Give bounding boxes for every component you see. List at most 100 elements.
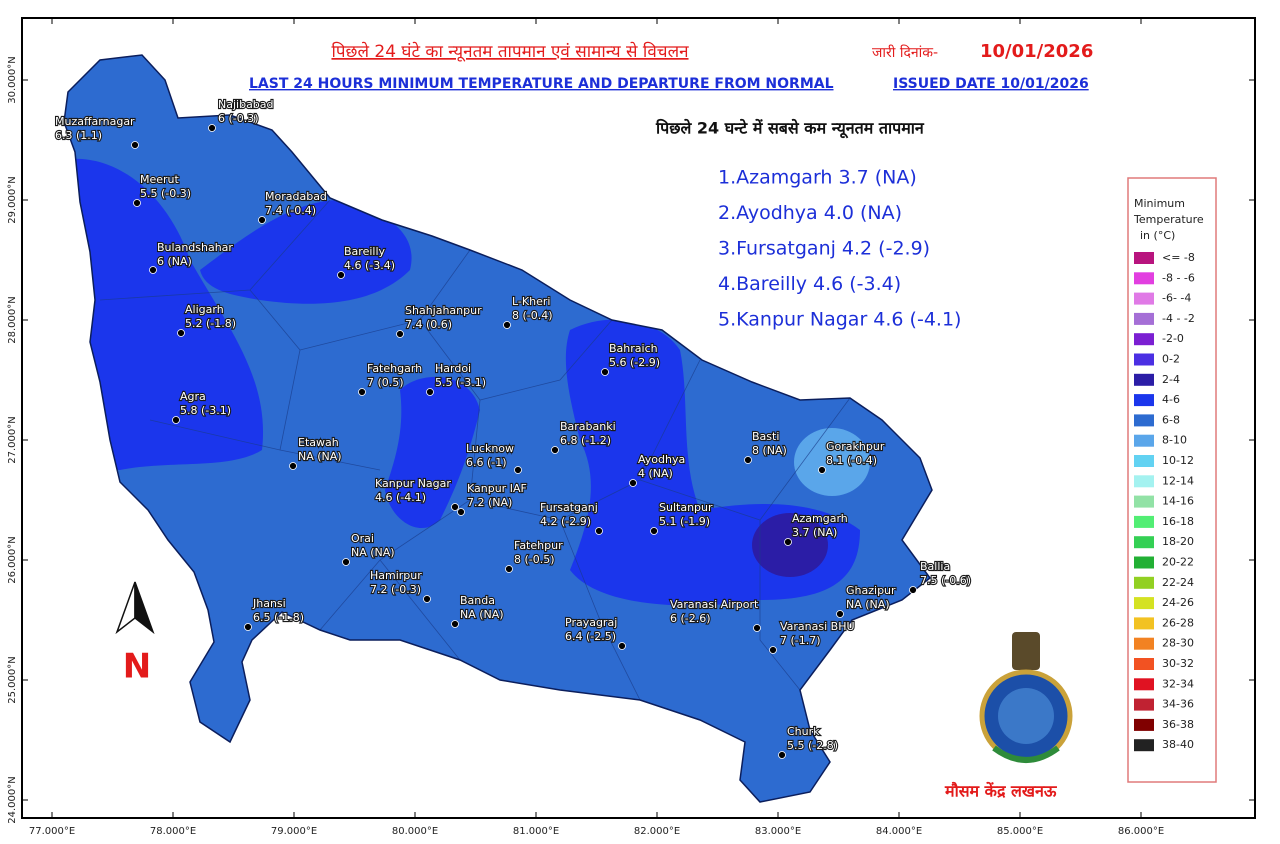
station-value: 7.2 (NA) — [467, 496, 512, 509]
legend-swatch — [1134, 617, 1154, 630]
legend-label: -4 - -2 — [1162, 312, 1195, 325]
station-value: 6.5 (-1.8) — [253, 611, 304, 624]
station-name: Varanasi Airport — [670, 598, 759, 611]
lon-label: 85.000°E — [997, 826, 1043, 837]
imd-emblem — [979, 632, 1073, 763]
legend-swatch — [1134, 475, 1154, 488]
arrow-right — [134, 581, 155, 635]
legend-swatch — [1134, 536, 1154, 549]
legend-swatch — [1134, 292, 1154, 305]
station-value: 4.6 (-4.1) — [375, 491, 426, 504]
station-value: 6 (-0.3) — [218, 112, 259, 125]
station-name: Jhansi — [252, 597, 286, 610]
title-english: LAST 24 HOURS MINIMUM TEMPERATURE AND DE… — [249, 76, 834, 92]
station-name: Churk — [787, 725, 820, 738]
lowest-heading: पिछले 24 घन्टे में सबसे कम न्यूनतम तापमा… — [655, 119, 925, 139]
legend-title: Temperature — [1133, 213, 1204, 226]
station-dot — [172, 416, 180, 424]
station-value: 5.1 (-1.9) — [659, 515, 710, 528]
station-dot — [177, 329, 185, 337]
station-dot — [396, 330, 404, 338]
station-dot — [744, 456, 752, 464]
legend-label: 30-32 — [1162, 657, 1194, 670]
station-name: Najibabad — [218, 98, 274, 111]
north-label: N — [123, 647, 151, 687]
legend-swatch — [1134, 272, 1154, 285]
legend-swatch — [1134, 455, 1154, 467]
station-name: Basti — [752, 430, 779, 443]
emblem-ribbon — [992, 745, 1060, 763]
station-dot — [551, 446, 559, 454]
legend-label: 16-18 — [1162, 515, 1194, 528]
legend-label: 2-4 — [1162, 373, 1180, 386]
station-dot — [451, 503, 459, 511]
lat-label: 25.000°N — [7, 656, 18, 703]
station-value: 7 (-1.7) — [780, 634, 821, 647]
legend-label: 24-26 — [1162, 596, 1194, 609]
station-value: 8.1 (-0.4) — [826, 454, 877, 467]
lowest-item: 4.Bareilly 4.6 (-3.4) — [718, 273, 901, 295]
station-value: NA (NA) — [298, 450, 342, 463]
station-value: 6.4 (-2.5) — [565, 630, 616, 643]
lon-label: 80.000°E — [392, 826, 438, 837]
lat-label: 27.000°N — [7, 416, 18, 463]
lowest-item: 1.Azamgarh 3.7 (NA) — [718, 167, 917, 189]
station-dot — [426, 388, 434, 396]
station-name: Gorakhpur — [826, 440, 885, 453]
station-value: 3.7 (NA) — [792, 526, 837, 539]
station-dot — [769, 646, 777, 654]
legend-swatch — [1134, 678, 1154, 691]
date-label: जारी दिनांक- — [872, 44, 938, 61]
legend-swatch — [1134, 414, 1154, 427]
lat-label: 26.000°N — [7, 536, 18, 583]
station-value: 7 (0.5) — [367, 376, 404, 389]
station-dot — [342, 558, 350, 566]
station-dot — [629, 479, 637, 487]
station-name: Kanpur Nagar — [375, 477, 451, 490]
station-value: 4 (NA) — [638, 467, 673, 480]
lat-label: 30.000°N — [7, 56, 18, 103]
legend-label: 6-8 — [1162, 413, 1180, 426]
station-name: Muzaffarnagar — [55, 115, 135, 128]
station-value: 8 (-0.4) — [512, 309, 553, 322]
station-name: Lucknow — [466, 442, 514, 455]
station-value: 6.3 (1.1) — [55, 129, 102, 142]
station-value: 6.8 (-1.2) — [560, 434, 611, 447]
legend-label: 14-16 — [1162, 495, 1194, 508]
station-name: Agra — [180, 390, 206, 403]
lon-label: 79.000°E — [271, 826, 317, 837]
legend-title: in (°C) — [1140, 229, 1175, 242]
lon-label: 83.000°E — [755, 826, 801, 837]
station-value: 8 (NA) — [752, 444, 787, 457]
legend-swatch — [1134, 597, 1154, 610]
lowest-item: 3.Fursatganj 4.2 (-2.9) — [718, 238, 930, 260]
legend: Minimum Temperature in (°C) <= -8 -8 - -6 -6-… — [1133, 197, 1204, 752]
zone-4-6 — [200, 200, 412, 304]
legend-label: <= -8 — [1162, 251, 1195, 264]
station-value: NA (NA) — [351, 546, 395, 559]
legend-swatch — [1134, 495, 1154, 508]
station-value: 5.5 (-0.3) — [140, 187, 191, 200]
lon-label: 78.000°E — [150, 826, 196, 837]
station-dot — [423, 595, 431, 603]
legend-label: 20-22 — [1162, 556, 1194, 569]
station-name: Banda — [460, 594, 495, 607]
station-name: Fatehgarh — [367, 362, 422, 375]
lowest-item: 5.Kanpur Nagar 4.6 (-4.1) — [718, 309, 961, 331]
station-name: Moradabad — [265, 190, 327, 203]
station-dot — [337, 271, 345, 279]
station-name: Fursatganj — [540, 501, 598, 514]
station-name: Azamgarh — [792, 512, 848, 525]
legend-label: 0-2 — [1162, 353, 1180, 366]
station-dot — [836, 610, 844, 618]
legend-label: 26-28 — [1162, 616, 1194, 629]
station-value: 5.8 (-3.1) — [180, 404, 231, 417]
station-dot — [244, 623, 252, 631]
lon-label: 84.000°E — [876, 826, 922, 837]
station-value: 4.6 (-3.4) — [344, 259, 395, 272]
station-value: 6 (NA) — [157, 255, 192, 268]
graticule: 30.000°N 29.000°N 28.000°N 27.000°N 26.000°N… — [7, 18, 1255, 837]
legend-swatch — [1134, 637, 1154, 650]
station-dot — [909, 586, 917, 594]
